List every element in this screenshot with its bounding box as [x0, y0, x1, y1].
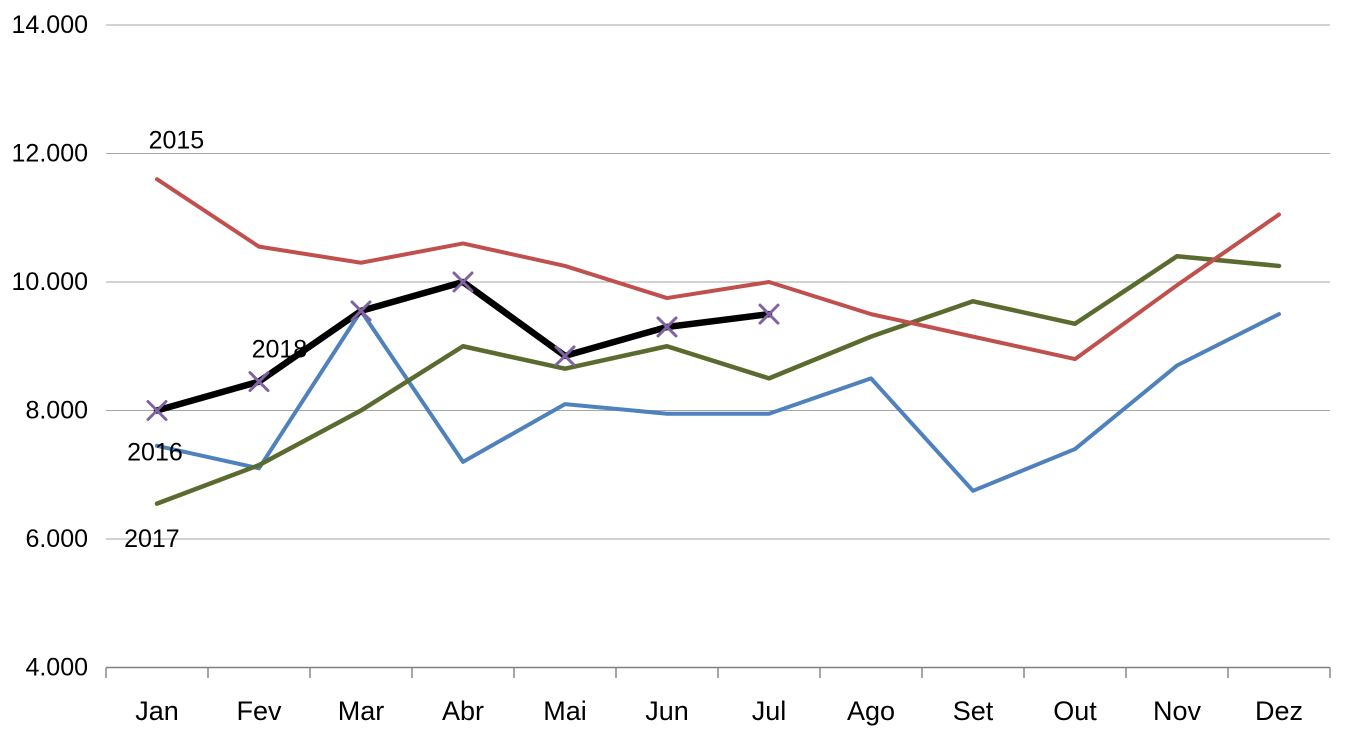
x-axis-label: Nov	[1153, 696, 1202, 726]
series-marker-x-2018	[350, 300, 372, 322]
y-axis-label: 4.000	[25, 654, 88, 682]
series-marker-x-2018	[248, 371, 270, 393]
series-2017-group	[154, 254, 1282, 506]
series-line-2016	[155, 308, 1281, 493]
x-axis-label: Ago	[847, 696, 895, 726]
marker-stroke	[758, 303, 780, 325]
x-axis-label: Jun	[645, 696, 689, 726]
marker-stroke	[656, 316, 678, 338]
series-marker-x-2018	[758, 303, 780, 325]
marker-stroke	[452, 271, 474, 293]
x-axis-label: Fev	[236, 696, 282, 726]
series-2016-group	[155, 308, 1281, 493]
series-label-2017: 2017	[124, 525, 180, 553]
marker-stroke	[554, 345, 576, 367]
series-label-2018: 2018	[252, 335, 308, 363]
x-axis-label: Out	[1053, 696, 1097, 726]
series-label-2016: 2016	[127, 438, 183, 466]
x-axis-label: Mar	[338, 696, 385, 726]
marker-stroke	[146, 400, 168, 421]
marker-stroke	[350, 300, 372, 322]
x-axis-labels-group: Jan Fev Mar Abr Mai Jun Jul Ago Set Out Nov Dez	[135, 696, 1303, 726]
x-axis-label: Jan	[135, 696, 179, 726]
x-axis-ticks-group	[105, 667, 1331, 678]
x-axis-label: Jul	[752, 696, 787, 726]
series-marker-x-2018	[554, 345, 576, 367]
series-marker-x-2018	[452, 271, 474, 293]
x-axis-label: Mai	[543, 696, 587, 726]
marker-stroke	[248, 371, 270, 393]
series-2018-group	[146, 271, 780, 421]
y-axis-label: 6.000	[25, 525, 88, 553]
series-marker-x-2018	[656, 316, 678, 338]
x-axis-label: Dez	[1255, 696, 1303, 726]
y-axis-label: 14.000	[12, 11, 88, 39]
series-label-2015: 2015	[149, 127, 205, 155]
y-axis-label: 10.000	[12, 268, 88, 296]
x-axis-label: Set	[953, 696, 994, 726]
y-axis-label: 12.000	[12, 140, 88, 168]
series-2015-group	[155, 177, 1281, 362]
series-line-2017	[154, 254, 1282, 506]
series-labels-group: 2015 2018 2016 2017	[124, 127, 307, 553]
x-axis-label: Abr	[442, 696, 484, 726]
y-axis-label: 8.000	[25, 397, 88, 425]
series-marker-x-2018	[146, 400, 168, 421]
series-line-2015	[155, 177, 1281, 362]
y-axis-labels-group: 4.000 6.000 8.000 10.000 12.000 14.000	[12, 11, 88, 682]
